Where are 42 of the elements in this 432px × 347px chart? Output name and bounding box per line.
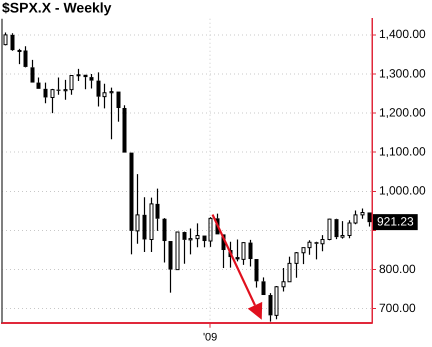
y-tick-label: 700.00 <box>379 301 416 316</box>
candlestick <box>294 251 298 278</box>
candlestick <box>156 188 160 232</box>
candlestick <box>196 222 200 248</box>
candlestick <box>96 72 100 108</box>
x-tick-label: '09 <box>202 331 218 344</box>
y-tick-label: 1,100.00 <box>379 144 426 159</box>
candlestick <box>84 74 88 90</box>
candlestick <box>162 217 166 264</box>
y-tick-label: 800.00 <box>379 262 416 276</box>
candlestick <box>302 247 306 265</box>
chart-title: $SPX.X - Weekly <box>2 0 112 16</box>
candlestick <box>182 232 186 264</box>
candlestick <box>282 267 286 292</box>
candlestick <box>10 32 14 52</box>
candlestick <box>248 239 252 268</box>
y-tick-label: 1,000.00 <box>379 184 426 198</box>
candlestick <box>236 238 240 262</box>
text: 921.23 <box>377 214 414 228</box>
candlestick <box>130 152 134 255</box>
candlestick <box>44 82 48 104</box>
candlestick <box>18 48 22 65</box>
candlestick <box>64 79 68 100</box>
candlestick <box>320 234 324 252</box>
candlestick <box>334 219 338 240</box>
candlestick <box>150 197 154 253</box>
candlestick <box>50 88 54 114</box>
candlestick <box>136 174 140 244</box>
candlestick <box>56 76 60 96</box>
y-tick-label: 1,300.00 <box>379 66 426 80</box>
candlestick <box>168 241 172 294</box>
candlestick <box>142 196 146 253</box>
y-tick-label: 1,400.00 <box>379 27 426 42</box>
y-tick-label: 1,200.00 <box>379 105 426 120</box>
candlestick <box>102 83 106 109</box>
candlestick <box>76 68 80 82</box>
candlestick <box>90 73 94 90</box>
candlestick <box>116 92 120 122</box>
candlestick <box>340 220 344 240</box>
candlestick <box>110 87 114 140</box>
candlestick <box>188 228 192 255</box>
candlestick <box>314 242 318 260</box>
